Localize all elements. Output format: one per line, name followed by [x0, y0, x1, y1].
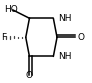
- Text: F: F: [1, 33, 6, 42]
- Text: HO: HO: [4, 5, 17, 14]
- Text: NH: NH: [58, 52, 71, 61]
- Text: NH: NH: [58, 14, 71, 23]
- Text: O: O: [26, 71, 33, 80]
- Text: O: O: [77, 33, 84, 42]
